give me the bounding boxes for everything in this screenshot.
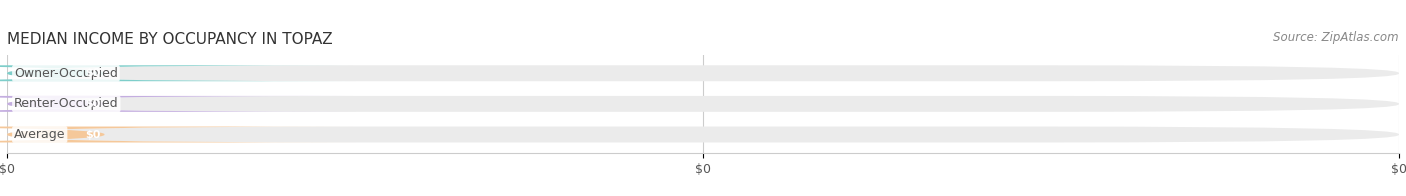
FancyBboxPatch shape: [7, 127, 1399, 142]
FancyBboxPatch shape: [7, 96, 1399, 112]
FancyBboxPatch shape: [0, 65, 354, 81]
FancyBboxPatch shape: [0, 127, 354, 142]
Text: MEDIAN INCOME BY OCCUPANCY IN TOPAZ: MEDIAN INCOME BY OCCUPANCY IN TOPAZ: [7, 32, 333, 47]
FancyBboxPatch shape: [7, 65, 1399, 81]
Text: $0: $0: [84, 99, 100, 109]
Text: Source: ZipAtlas.com: Source: ZipAtlas.com: [1274, 31, 1399, 44]
Text: $0: $0: [84, 130, 100, 140]
Text: Owner-Occupied: Owner-Occupied: [14, 67, 118, 80]
Text: Average: Average: [14, 128, 66, 141]
FancyBboxPatch shape: [0, 96, 354, 112]
Text: $0: $0: [84, 68, 100, 78]
Text: Renter-Occupied: Renter-Occupied: [14, 97, 118, 110]
